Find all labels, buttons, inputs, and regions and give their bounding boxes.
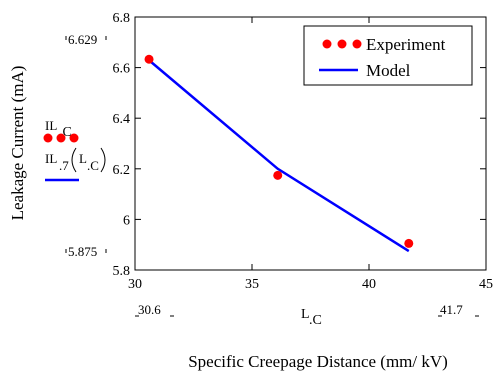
x-variable-annotation: L .C <box>301 307 322 328</box>
model-arg-name: L <box>79 151 87 166</box>
legend-experiment-marker <box>337 39 347 49</box>
model-arg-subscript: .C <box>87 158 99 173</box>
legend-box <box>303 25 473 86</box>
legend-model-label: Model <box>366 61 411 80</box>
y-range-bottom-annotation: 5.875 <box>68 244 97 259</box>
experiment-point <box>273 170 283 180</box>
x-tick-label: 30 <box>128 277 142 292</box>
legend: Experiment Model <box>303 25 473 86</box>
y-range-top-annotation: 6.629 <box>68 32 97 47</box>
axis-ticks <box>134 16 487 271</box>
x-tick-label: 45 <box>479 277 493 292</box>
chart-marks <box>144 54 414 253</box>
model-var-subscript: .7 <box>59 158 69 173</box>
x-tick-label: 35 <box>245 277 259 292</box>
exp-trace-marker <box>43 133 53 143</box>
x-variable-subscript: .C <box>309 313 322 328</box>
exp-trace-marker <box>69 133 79 143</box>
model-trace-annotation: IL .7 L .C <box>45 147 106 182</box>
range-corner-mark <box>65 36 479 317</box>
y-tick-label: 5.8 <box>113 264 131 279</box>
model-arg-paren-open <box>71 147 77 173</box>
exp-var-name: IL <box>45 118 57 133</box>
model-series-line <box>148 59 410 253</box>
plot-frame <box>134 16 487 271</box>
legend-experiment-marker <box>322 39 332 49</box>
x-axis-title: Specific Creepage Distance (mm/ kV) <box>188 352 448 371</box>
legend-experiment-marker <box>352 39 362 49</box>
exp-trace-marker <box>56 133 66 143</box>
x-range-left-annotation: 30.6 <box>138 302 161 317</box>
axis-tick-labels: 30 35 40 45 5.8 6 6.2 6.4 6.6 6.8 <box>113 11 494 292</box>
experiment-trace-annotation: IL .C <box>43 118 79 143</box>
experiment-point <box>144 54 154 64</box>
model-var-name: IL <box>45 151 57 166</box>
x-tick-label: 40 <box>362 277 376 292</box>
y-tick-label: 6 <box>123 213 130 228</box>
y-tick-label: 6.4 <box>113 112 131 127</box>
y-tick-label: 6.2 <box>113 163 131 178</box>
x-range-right-annotation: 41.7 <box>440 302 463 317</box>
y-tick-label: 6.8 <box>113 11 131 26</box>
y-tick-label: 6.6 <box>113 62 131 77</box>
model-arg-paren-close <box>100 147 106 173</box>
experiment-point <box>404 238 414 248</box>
y-axis-title: Leakage Current (mA) <box>8 66 27 221</box>
legend-experiment-label: Experiment <box>366 35 446 54</box>
x-variable-name: L <box>301 307 310 322</box>
